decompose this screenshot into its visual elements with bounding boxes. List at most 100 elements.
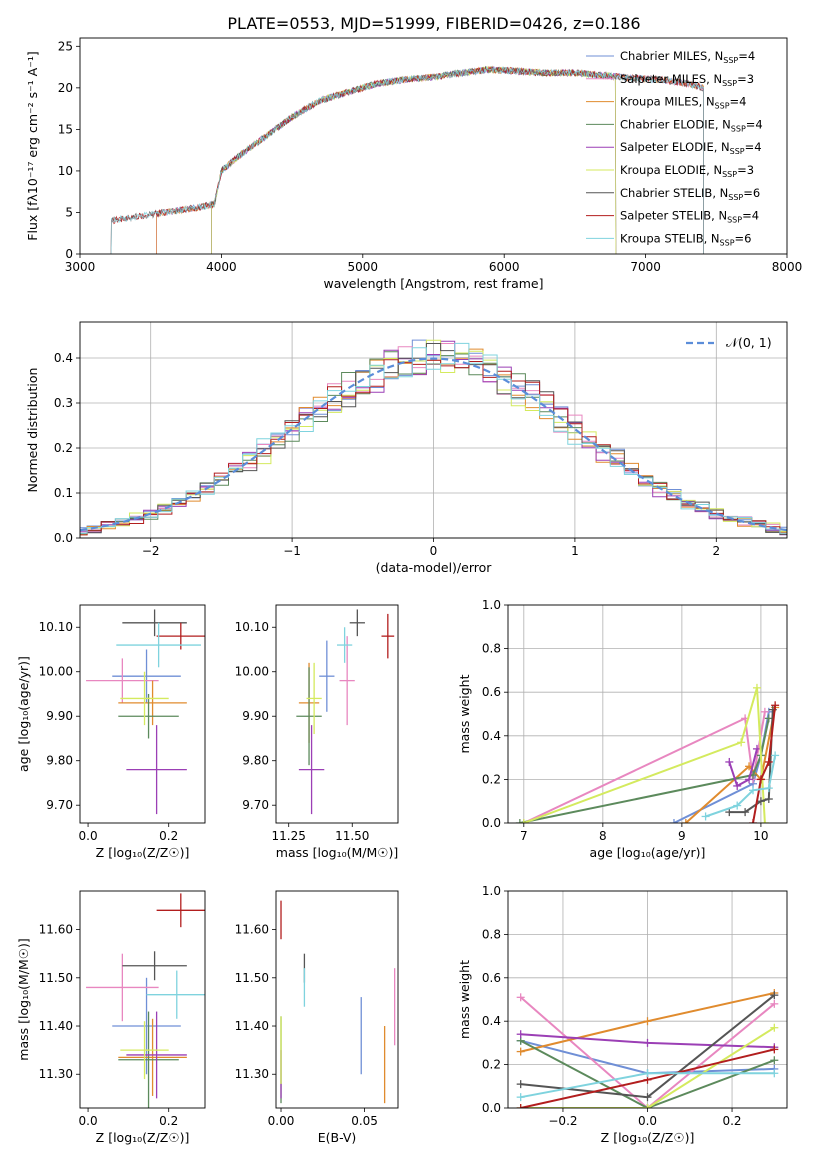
y-tick-label: 11.30 xyxy=(235,1067,269,1081)
axes-frame xyxy=(507,890,788,1109)
plot-area xyxy=(80,339,787,536)
panel-age-vs-mass: 11.25 11.50 9.70 9.80 9.90 10.00 10.10 mass [lo… xyxy=(235,604,399,860)
y-tick-label: 0.0 xyxy=(482,1101,501,1115)
x-tick-label: 0.05 xyxy=(351,1114,378,1128)
y-tick-label: 9.80 xyxy=(242,754,269,768)
weight-line xyxy=(520,1039,775,1108)
x-tick-label: 0.0 xyxy=(638,1114,657,1128)
y-tick-label: 9.70 xyxy=(46,798,73,812)
x-axis-label: mass [log₁₀(M/M☉)] xyxy=(276,845,398,860)
legend-entry: Chabrier MILES, NSSP=4 xyxy=(620,49,755,65)
plot-area xyxy=(516,988,779,1108)
x-tick-label: 8000 xyxy=(772,260,803,274)
y-tick-label: 1.0 xyxy=(482,598,501,612)
spectrum-series-line xyxy=(110,65,704,254)
x-tick-label: 3000 xyxy=(65,260,96,274)
x-axis-label: (data-model)/error xyxy=(376,560,493,575)
panel-residuals: −2 −1 0 1 2 0.0 0.1 0.2 0.3 0.4 (data-model)/error… xyxy=(25,321,788,575)
x-tick-label: −2 xyxy=(142,544,160,558)
x-tick-label: 7000 xyxy=(630,260,661,274)
x-axis-label: E(B-V) xyxy=(318,1130,357,1145)
y-tick-label: 9.70 xyxy=(242,798,269,812)
x-tick-label: 10 xyxy=(753,829,768,843)
y-axis-label: age [log₁₀(age/yr)] xyxy=(16,656,31,772)
x-tick-label: 8 xyxy=(599,829,607,843)
y-tick-label: 10 xyxy=(58,164,73,178)
y-tick-label: 11.40 xyxy=(235,1019,269,1033)
x-axis-label: Z [log₁₀(Z/Z☉)] xyxy=(96,845,190,860)
y-tick-label: 0 xyxy=(65,247,73,261)
panel-mass-vs-Z: 0.0 0.2 11.30 11.40 11.50 11.60 Z [log₁₀(Z/Z☉)… xyxy=(16,890,206,1145)
plot-area xyxy=(280,900,396,1104)
y-tick-label: 11.40 xyxy=(39,1019,73,1033)
y-tick-label: 0.6 xyxy=(482,685,501,699)
legend-entry: Salpeter MILES, NSSP=3 xyxy=(620,72,754,88)
panel-mass-vs-EBV: 0.00 0.05 11.30 11.40 11.50 11.60 E(B-V) xyxy=(235,890,399,1145)
axes-frame xyxy=(79,604,206,824)
y-tick-label: 0.8 xyxy=(482,927,501,941)
figure-title: PLATE=0553, MJD=51999, FIBERID=0426, z=0… xyxy=(227,14,640,33)
x-axis-label: wavelength [Angstrom, rest frame] xyxy=(323,276,543,291)
y-tick-label: 11.60 xyxy=(235,923,269,937)
x-tick-label: 0 xyxy=(430,544,438,558)
panel-spectrum: 3000 4000 5000 6000 7000 8000 0 5 10 15 20 25 wavele… xyxy=(25,37,803,291)
weight-line xyxy=(523,687,766,823)
weight-line xyxy=(519,718,770,823)
x-tick-label: 4000 xyxy=(206,260,237,274)
y-tick-label: 25 xyxy=(58,39,73,53)
y-tick-label: 0.8 xyxy=(482,642,501,656)
x-tick-label: 1 xyxy=(571,544,579,558)
legend-entry: Chabrier ELODIE, NSSP=4 xyxy=(620,117,763,133)
y-tick-label: 1.0 xyxy=(482,884,501,898)
spectrum-series-line xyxy=(110,65,704,254)
y-axis-label: mass weight xyxy=(457,674,472,753)
weight-line xyxy=(728,748,758,788)
spectrum-legend: Chabrier MILES, NSSP=4 Salpeter MILES, NS… xyxy=(586,49,763,247)
y-tick-label: 11.30 xyxy=(39,1067,73,1081)
legend-entry: Kroupa MILES, NSSP=4 xyxy=(620,95,746,111)
y-axis-label: Flux [fλ10⁻¹⁷ erg cm⁻² s⁻¹ A⁻¹] xyxy=(25,51,40,240)
weight-line xyxy=(523,711,766,823)
x-axis-label: Z [log₁₀(Z/Z☉)] xyxy=(601,1130,695,1145)
weight-line xyxy=(520,996,775,1108)
y-tick-label: 0.6 xyxy=(482,971,501,985)
x-tick-label: 0.0 xyxy=(79,1114,98,1128)
x-tick-label: −1 xyxy=(283,544,301,558)
y-tick-label: 10.00 xyxy=(235,665,269,679)
x-tick-label: 7 xyxy=(520,829,528,843)
y-axis-label: mass weight xyxy=(457,960,472,1039)
plot-area xyxy=(86,893,205,1108)
y-tick-label: 10.10 xyxy=(235,620,269,634)
weight-line xyxy=(520,1026,775,1108)
x-tick-label: 0.00 xyxy=(268,1114,295,1128)
y-tick-label: 0.2 xyxy=(482,772,501,786)
axes-frame xyxy=(79,890,206,1109)
plot-area xyxy=(86,609,205,815)
y-tick-label: 0.0 xyxy=(54,531,73,545)
panel-massweight-vs-age: 7 8 9 10 0.0 0.2 0.4 0.6 0.8 1.0 age [log₁₀(age/yr… xyxy=(457,598,788,860)
legend-entry: Salpeter STELIB, NSSP=4 xyxy=(620,209,759,225)
normal-curve xyxy=(80,357,787,532)
axes-frame xyxy=(507,604,788,824)
y-tick-label: 0.0 xyxy=(482,816,501,830)
y-tick-label: 9.80 xyxy=(46,754,73,768)
axes-frame xyxy=(275,890,399,1109)
legend-entry: Kroupa STELIB, NSSP=6 xyxy=(620,231,751,247)
y-tick-label: 11.50 xyxy=(39,971,73,985)
spectrum-series-line xyxy=(211,65,617,254)
y-tick-label: 0.1 xyxy=(54,486,73,500)
weight-line xyxy=(685,707,777,823)
y-tick-label: 10.10 xyxy=(39,620,73,634)
weight-line xyxy=(752,705,777,823)
x-tick-label: 0.2 xyxy=(722,1114,741,1128)
panel-massweight-vs-Z: −0.2 0.0 0.2 0.0 0.2 0.4 0.6 0.8 1.0 Z [log₁₀(Z/Z… xyxy=(457,884,788,1145)
plot-area xyxy=(515,683,780,823)
histogram-step xyxy=(80,339,787,536)
plot-area xyxy=(296,609,395,815)
x-axis-label: age [log₁₀(age/yr)] xyxy=(590,845,706,860)
spectrum-series-line xyxy=(110,66,704,254)
x-tick-label: 0.2 xyxy=(159,1114,178,1128)
y-tick-label: 0.4 xyxy=(482,1014,501,1028)
legend-entry: Kroupa ELODIE, NSSP=3 xyxy=(620,163,754,179)
x-tick-label: 5000 xyxy=(348,260,379,274)
